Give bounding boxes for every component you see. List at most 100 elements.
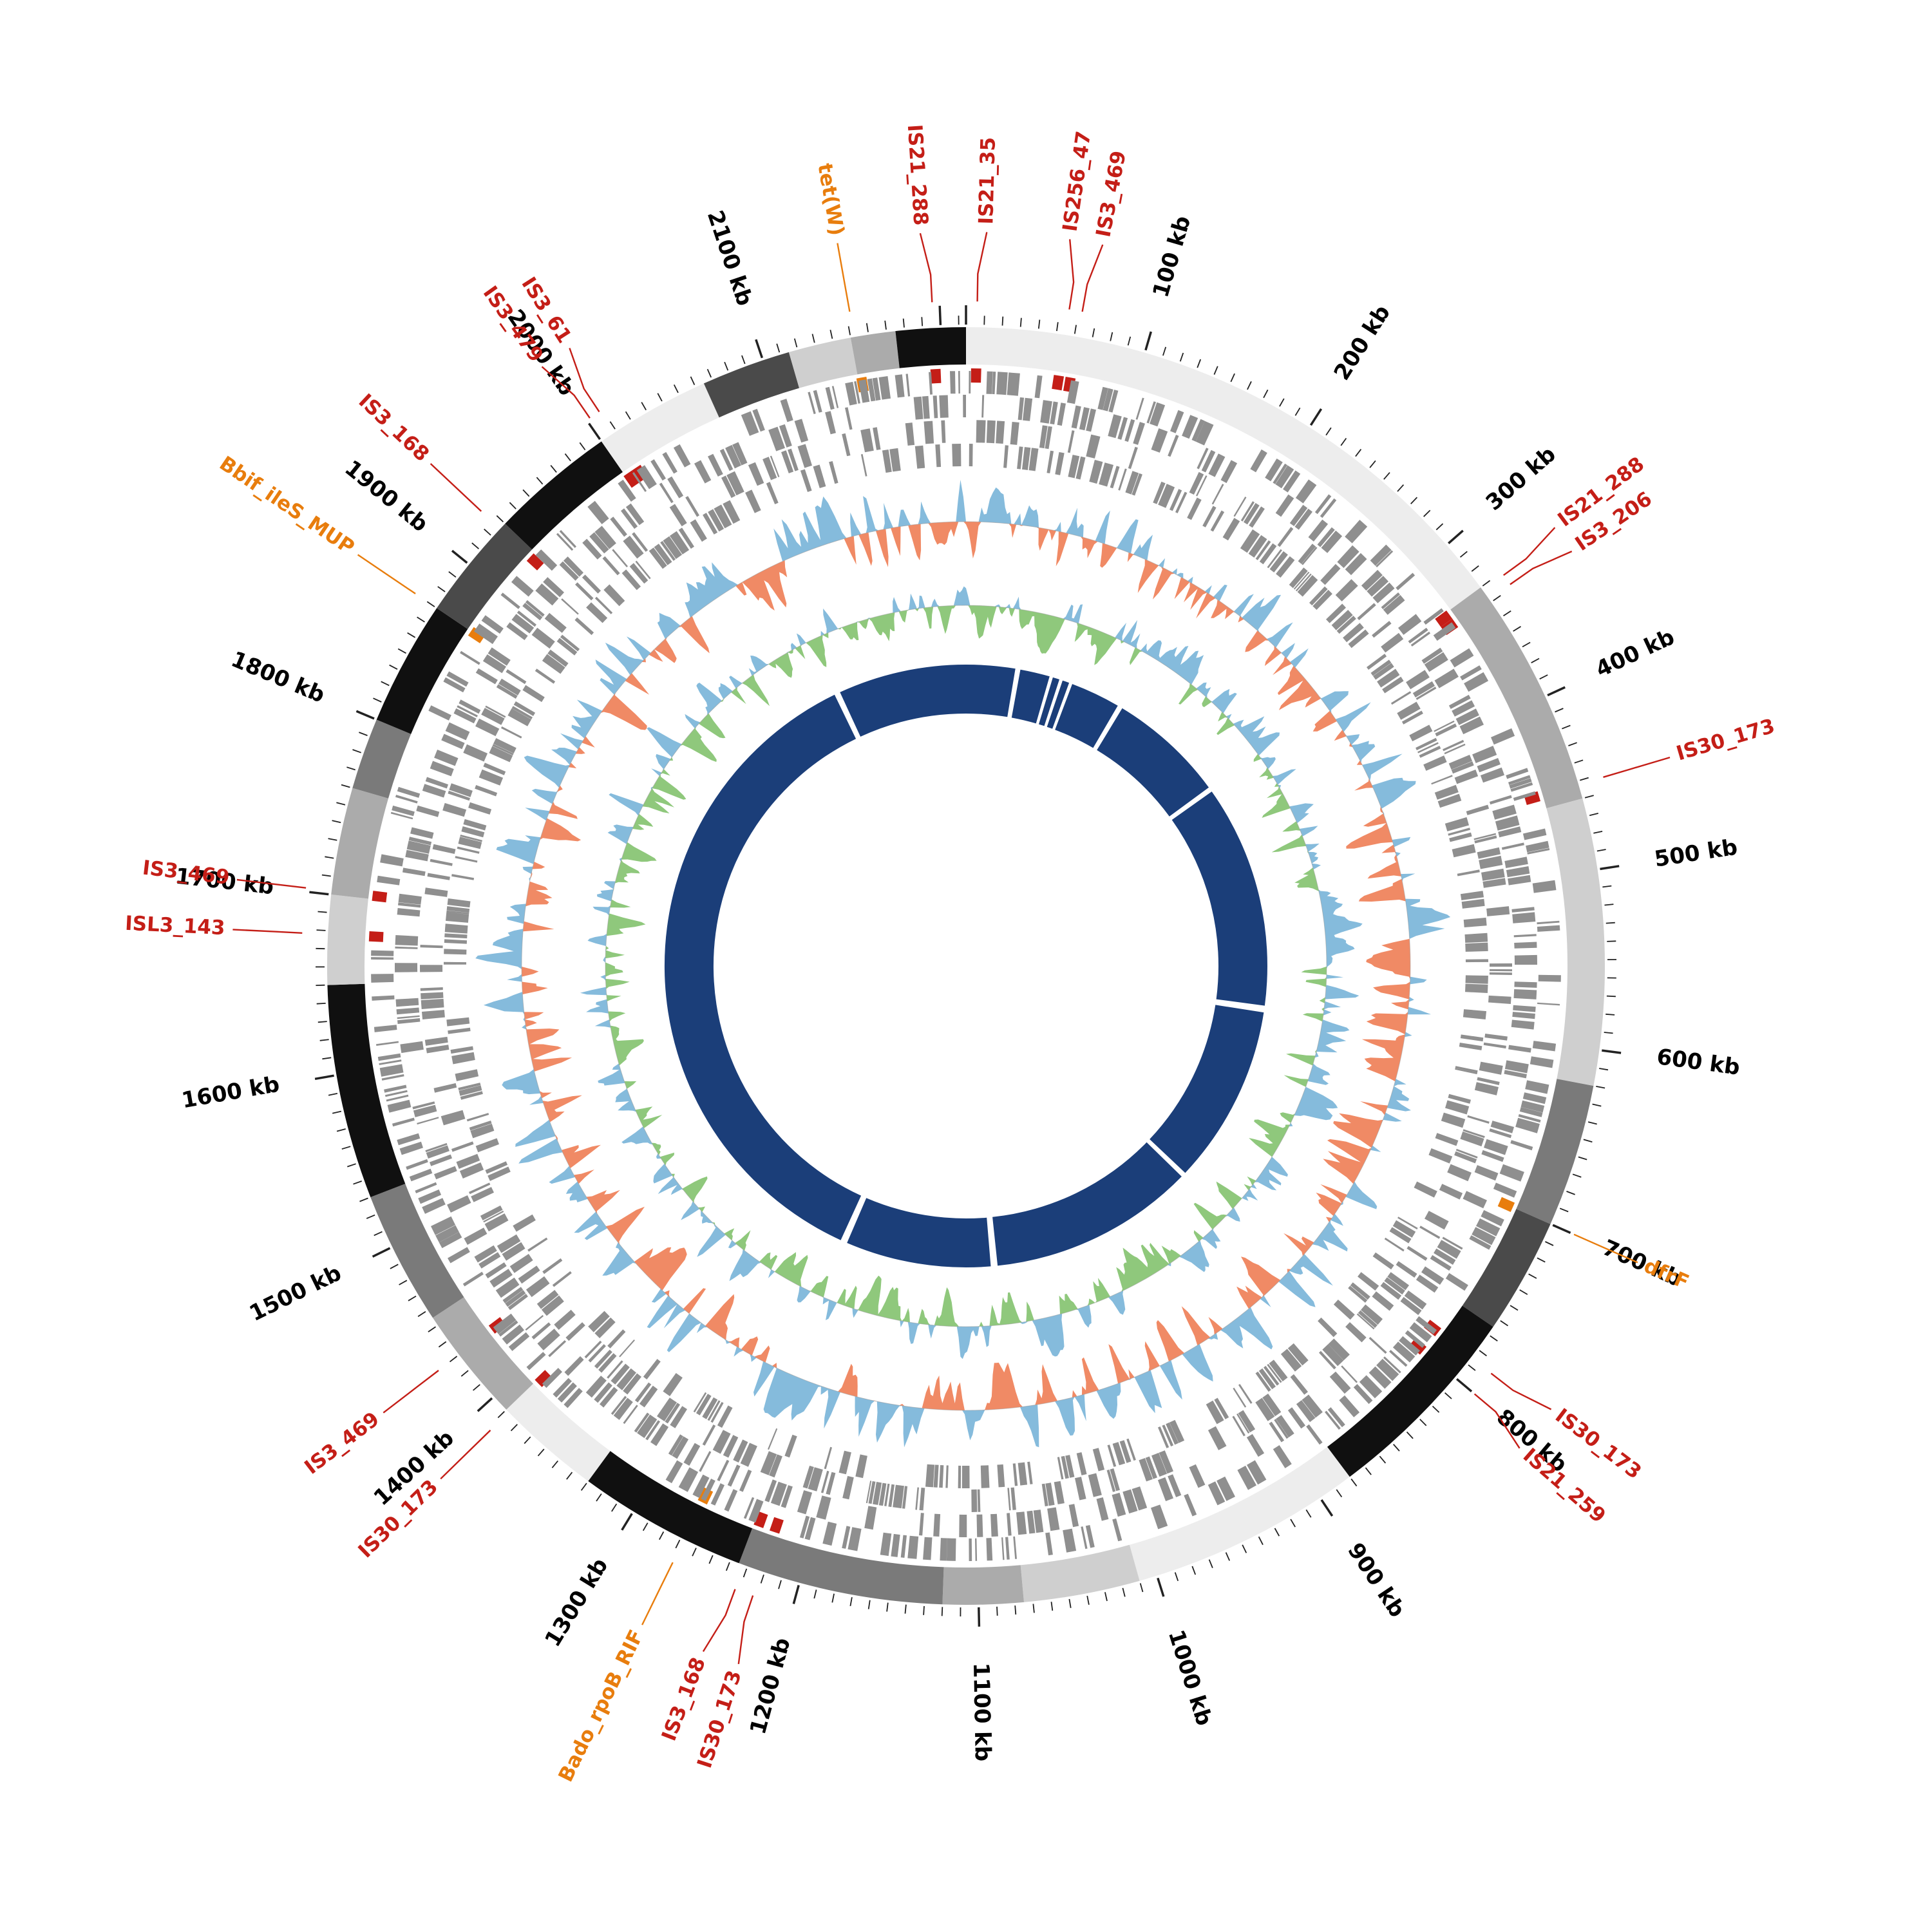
minor-tick [381,681,390,687]
minor-tick [1213,366,1218,375]
minor-tick [1032,1604,1035,1613]
minor-tick [1432,1405,1440,1413]
minor-tick [811,334,815,343]
minor-tick [1410,497,1418,505]
annotation-leader-line [1502,527,1556,576]
minor-tick [341,784,350,788]
minor-tick [1519,1289,1528,1295]
minor-tick [347,1163,356,1168]
minor-tick [448,571,457,578]
minor-tick [1572,1173,1582,1178]
major-tick [1309,408,1323,426]
minor-tick [428,1326,437,1332]
minor-tick [725,1562,730,1571]
minor-tick [1225,1552,1231,1561]
annotation-dash [526,553,544,571]
annotation-dash [930,368,942,384]
minor-tick [1406,1431,1414,1439]
contig-segment [850,331,900,375]
minor-tick [341,1146,351,1150]
minor-tick [332,1110,342,1114]
annotation-leader-line [1068,239,1075,310]
alignment-segment [966,665,1016,717]
minor-tick [1263,389,1269,399]
minor-tick [397,648,406,654]
minor-tick [1122,1587,1126,1597]
annotation-dash [1052,375,1065,391]
tick-label: 400 kb [1592,624,1679,683]
tick-label: 100 kb [1148,213,1196,301]
tick-label: 1000 kb [1163,1627,1217,1728]
minor-tick [321,874,331,877]
major-tick [372,1247,391,1258]
minor-tick [1056,322,1059,332]
minor-tick [1037,319,1041,329]
is-annotation-label: IS3_469 [1092,149,1131,239]
minor-tick [923,1605,925,1615]
annotation-dash [372,891,388,903]
minor-tick [657,393,663,402]
minor-tick [642,1522,649,1531]
annotation-dash [368,931,384,942]
annotation-leader-line [1603,756,1671,778]
minor-tick [793,338,798,348]
minor-tick [471,542,479,549]
annotation-leader-line [357,554,416,594]
tick-label: 2100 kb [702,207,758,309]
minor-tick [743,1568,748,1578]
tick-label: 900 kb [1342,1539,1410,1622]
contig-segment [1327,1305,1493,1477]
minor-tick [1247,381,1252,390]
minor-tick [1294,407,1301,416]
minor-tick [1482,580,1491,587]
minor-tick [1606,995,1616,998]
minor-tick [778,1580,782,1589]
minor-tick [399,1280,408,1285]
alignment-segment [1046,680,1070,729]
minor-tick [317,911,327,913]
minor-tick [328,1093,338,1096]
minor-tick [708,1555,714,1564]
minor-tick [1528,1273,1537,1279]
contig-segment [601,383,719,472]
amr-annotation-label: Bado_rpoB_RIF [554,1626,648,1785]
minor-tick [566,1472,573,1480]
minor-tick [510,1424,518,1432]
minor-tick [1471,565,1479,572]
minor-tick [1435,523,1444,531]
minor-tick [659,1531,665,1540]
contig-segment [1516,1079,1594,1224]
minor-tick [1230,373,1235,383]
contig-segment [1450,587,1583,809]
minor-tick [1139,1583,1144,1593]
alignment-segment [1171,791,1267,1006]
minor-tick [1258,1536,1264,1546]
minor-tick [625,411,631,420]
minor-tick [1510,1305,1519,1311]
major-tick [1448,529,1464,545]
minor-tick [417,616,425,623]
major-tick [1144,331,1152,351]
contig-segment [1462,1209,1551,1327]
minor-tick [1605,1013,1615,1016]
minor-tick [551,1460,558,1468]
contig-segment [739,1528,944,1605]
minor-tick [1578,1156,1587,1160]
is-annotation-label: IS3_469 [141,856,231,889]
is-annotation-label: IS3_168 [658,1654,710,1745]
minor-tick [1191,1566,1197,1575]
major-tick [755,339,764,359]
tick-label: 1300 kb [540,1553,613,1651]
minor-tick [1350,1478,1358,1487]
contig-segment [506,1383,611,1481]
minor-tick [353,1180,363,1185]
minor-tick [1555,708,1564,713]
minor-tick [1336,1489,1343,1498]
annotation-leader-line [641,1562,674,1625]
minor-tick [886,1602,889,1612]
contig-ring [327,327,1605,1605]
minor-tick [325,856,334,859]
is-annotation-label: IS21_35 [974,137,1000,225]
minor-tick [408,1295,417,1302]
minor-tick [1596,849,1606,852]
